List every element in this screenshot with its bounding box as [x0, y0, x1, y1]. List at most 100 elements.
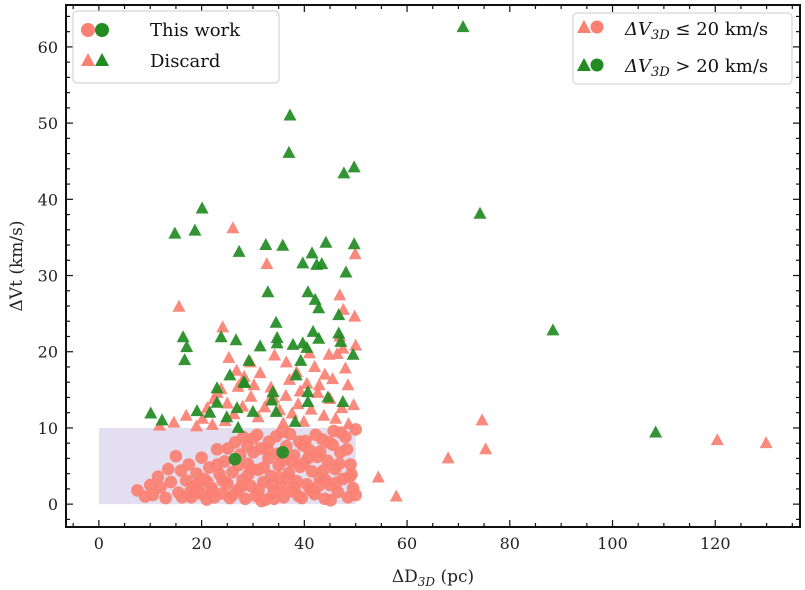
y-tick-label: 40	[38, 190, 58, 209]
legend-label-this-work: This work	[150, 20, 241, 41]
data-point-circle	[195, 451, 208, 464]
data-point-triangle	[268, 348, 282, 361]
data-point-circle	[195, 487, 209, 501]
data-point-circle	[275, 425, 289, 439]
data-point-circle	[327, 424, 340, 438]
data-point-triangle	[144, 406, 158, 419]
data-point-circle	[265, 478, 279, 492]
data-point-triangle	[347, 237, 361, 250]
x-tick-label: 0	[94, 534, 104, 553]
data-point-triangle	[319, 235, 333, 248]
legend-triangle-high	[577, 58, 591, 71]
data-point-circle	[317, 464, 330, 477]
data-point-triangle	[389, 489, 403, 502]
data-point-circle	[296, 439, 310, 452]
data-point-circle	[343, 470, 356, 484]
data-point-circle	[276, 446, 290, 459]
data-point-triangle	[226, 221, 240, 234]
data-point-triangle	[342, 417, 356, 430]
data-point-triangle	[223, 368, 237, 381]
data-point-triangle	[346, 347, 360, 360]
data-point-triangle	[168, 226, 182, 239]
data-point-triangle	[308, 292, 322, 305]
data-point-triangle	[269, 315, 283, 328]
data-point-triangle	[347, 398, 361, 411]
y-tick-label: 50	[38, 114, 58, 133]
data-point-triangle	[227, 407, 241, 420]
data-point-triangle	[265, 393, 279, 406]
data-point-triangle	[244, 389, 258, 402]
data-point-circle	[175, 490, 189, 504]
data-point-triangle	[347, 160, 361, 173]
data-point-circle	[250, 428, 264, 442]
data-point-triangle	[291, 397, 305, 410]
data-point-triangle	[338, 361, 352, 374]
data-point-triangle	[222, 350, 236, 363]
data-point-triangle	[649, 425, 663, 438]
data-point-triangle	[318, 367, 332, 380]
data-point-triangle	[283, 108, 297, 121]
data-point-triangle	[276, 416, 290, 429]
data-point-triangle	[296, 256, 310, 269]
data-point-triangle	[330, 347, 344, 360]
data-point-circle	[226, 488, 240, 502]
data-point-triangle	[456, 20, 470, 33]
data-point-circle	[322, 436, 336, 449]
y-tick-label: 0	[48, 495, 58, 514]
data-point-triangle	[260, 257, 274, 270]
data-point-triangle	[300, 340, 314, 353]
x-axis-label: ΔD3D (pc)	[392, 567, 474, 589]
data-point-triangle	[220, 396, 234, 409]
data-point-triangle	[546, 323, 560, 336]
data-point-circle	[281, 472, 295, 486]
x-tick-label: 120	[700, 534, 731, 553]
data-point-triangle	[261, 285, 275, 298]
data-point-circle	[291, 489, 305, 503]
y-tick-label: 10	[38, 419, 58, 438]
data-point-circle	[238, 492, 252, 506]
data-point-triangle	[710, 433, 724, 446]
legend-label-discard: Discard	[150, 51, 220, 72]
data-point-triangle	[334, 334, 348, 347]
data-point-triangle	[332, 326, 346, 339]
legend-marker: This work Discard	[72, 10, 280, 84]
data-point-triangle	[230, 363, 244, 376]
data-point-triangle	[279, 355, 293, 368]
data-point-triangle	[179, 408, 193, 421]
data-point-triangle	[304, 402, 318, 415]
data-point-triangle	[312, 301, 326, 314]
data-point-triangle	[339, 265, 353, 278]
data-point-triangle	[321, 390, 335, 403]
data-point-triangle	[473, 206, 487, 219]
data-point-triangle	[214, 330, 228, 343]
data-point-triangle	[210, 381, 224, 394]
data-point-triangle	[759, 436, 773, 449]
data-point-triangle	[332, 308, 346, 321]
x-tick-label: 20	[191, 534, 211, 553]
data-point-triangle	[238, 375, 252, 388]
legend-triangle-low	[577, 20, 591, 33]
y-tick-label: 20	[38, 343, 58, 362]
x-tick-label: 40	[294, 534, 314, 553]
data-point-triangle	[317, 408, 331, 421]
data-point-triangle	[270, 336, 284, 349]
data-point-circle	[252, 483, 265, 496]
legend-color: ΔV3D ≤ 20 km/s ΔV3D > 20 km/s	[572, 12, 793, 85]
data-point-triangle	[246, 404, 260, 417]
data-point-triangle	[253, 339, 267, 352]
data-point-circle	[329, 476, 343, 490]
data-point-triangle	[282, 145, 296, 158]
data-point-triangle	[337, 166, 351, 179]
data-point-circle	[211, 458, 224, 471]
data-point-triangle	[301, 285, 315, 298]
data-point-circle	[228, 452, 242, 466]
data-point-circle	[143, 478, 157, 492]
data-point-triangle	[172, 299, 186, 312]
data-point-triangle	[258, 400, 272, 413]
data-point-circle	[234, 480, 248, 493]
data-point-circle	[164, 475, 178, 489]
data-point-triangle	[301, 395, 315, 408]
legend-circle-high	[95, 23, 109, 37]
data-point-triangle	[259, 238, 273, 251]
